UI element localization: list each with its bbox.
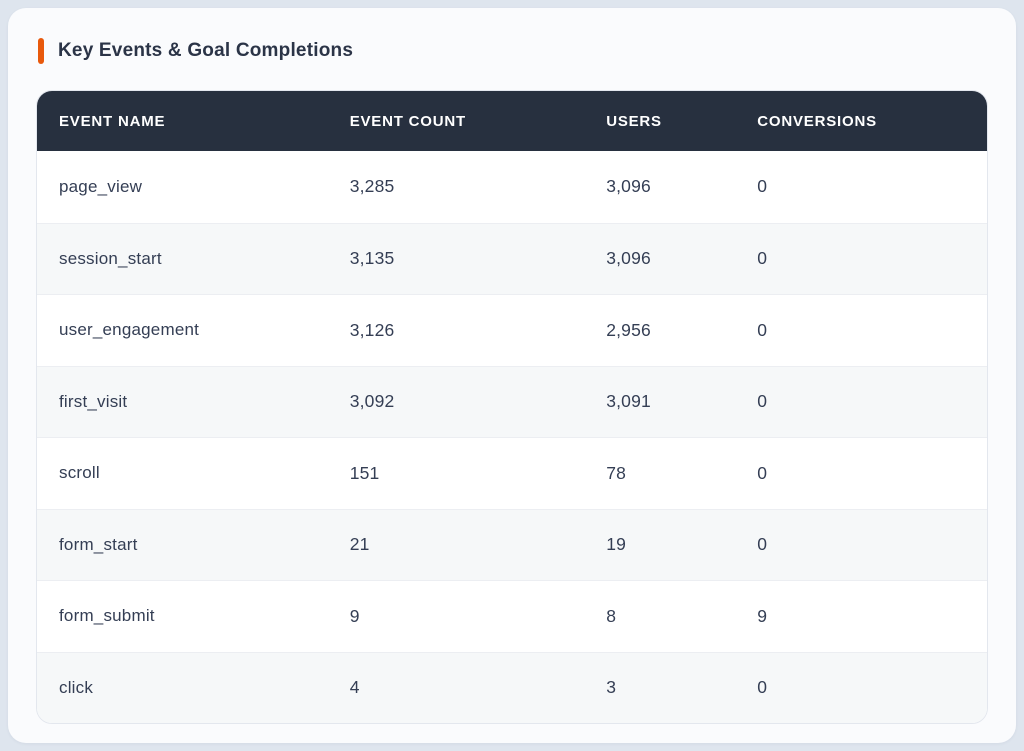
cell-event-name: scroll (59, 463, 100, 483)
cell-users: 8 (606, 605, 617, 626)
table-row: click 4 3 0 (37, 651, 987, 723)
accent-bar-icon (38, 38, 44, 64)
cell-event-count: 151 (349, 462, 380, 483)
cell-event-name: form_submit (59, 606, 155, 626)
table-row: form_start 21 19 0 (37, 508, 987, 580)
cell-users: 3,096 (606, 176, 651, 197)
report-card: Key Events & Goal Completions EVENT NAME… (8, 8, 1016, 743)
cell-conversions: 0 (757, 677, 768, 698)
table-row: form_submit 9 8 9 (37, 580, 987, 652)
cell-conversions: 0 (757, 248, 768, 269)
cell-users: 3 (606, 677, 617, 698)
table-row: first_visit 3,092 3,091 0 (37, 365, 987, 437)
cell-users: 78 (606, 462, 627, 483)
column-header-conversions: CONVERSIONS (757, 112, 877, 130)
cell-users: 3,091 (606, 391, 651, 412)
cell-event-count: 4 (349, 677, 360, 698)
cell-event-count: 3,135 (349, 248, 395, 269)
section-header: Key Events & Goal Completions (38, 38, 988, 64)
cell-conversions: 0 (757, 176, 768, 197)
column-header-users: USERS (606, 112, 662, 130)
table-row: page_view 3,285 3,096 0 (37, 151, 987, 223)
cell-event-count: 3,092 (349, 391, 395, 412)
cell-event-name: session_start (59, 248, 162, 268)
cell-conversions: 0 (757, 391, 768, 412)
cell-conversions: 9 (757, 605, 768, 626)
cell-event-count: 9 (349, 605, 360, 626)
cell-event-name: click (59, 677, 94, 697)
cell-users: 2,956 (606, 319, 651, 340)
cell-conversions: 0 (757, 319, 768, 340)
cell-event-count: 3,285 (349, 176, 395, 197)
cell-users: 3,096 (606, 248, 651, 269)
page-title: Key Events & Goal Completions (58, 40, 354, 61)
cell-conversions: 0 (757, 462, 768, 483)
cell-event-count: 21 (349, 534, 370, 555)
table-row: user_engagement 3,126 2,956 0 (37, 294, 987, 366)
cell-event-name: first_visit (59, 391, 128, 411)
table-row: session_start 3,135 3,096 0 (37, 222, 987, 294)
table-header-row: EVENT NAME EVENT COUNT USERS CONVERSIONS (37, 91, 987, 151)
column-header-event-name: EVENT NAME (59, 112, 166, 130)
column-header-event-count: EVENT COUNT (349, 112, 466, 130)
cell-conversions: 0 (757, 534, 768, 555)
cell-event-name: page_view (59, 176, 143, 196)
cell-users: 19 (606, 534, 627, 555)
cell-event-name: user_engagement (59, 320, 200, 340)
key-events-table: EVENT NAME EVENT COUNT USERS CONVERSIONS… (36, 90, 988, 724)
table-row: scroll 151 78 0 (37, 437, 987, 509)
table-body: page_view 3,285 3,096 0 session_start 3,… (37, 151, 987, 723)
cell-event-name: form_start (59, 534, 138, 554)
cell-event-count: 3,126 (349, 319, 395, 340)
